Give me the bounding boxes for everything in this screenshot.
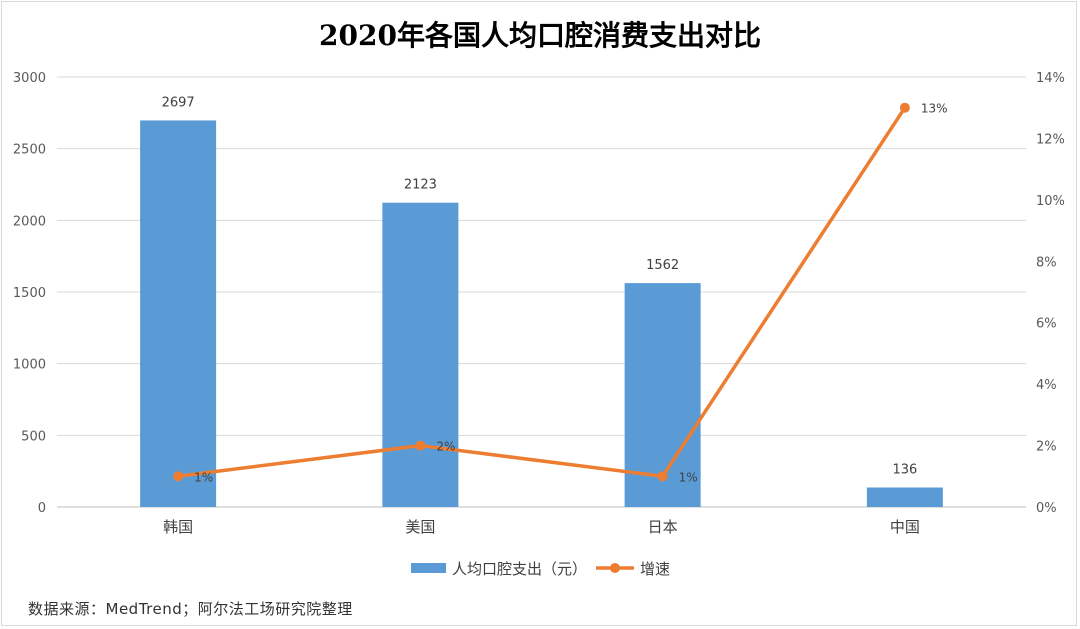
line-path (177, 106, 907, 479)
left-tick-label: 2500 (13, 143, 46, 158)
right-tick-label: 4% (1036, 378, 1057, 393)
bar-value-label: 2697 (162, 95, 195, 110)
line-point (657, 471, 668, 482)
line-series (173, 102, 910, 482)
left-tick-label: 500 (21, 429, 46, 444)
left-tick-label: 1000 (13, 358, 46, 373)
bar (624, 283, 701, 507)
bar (140, 120, 217, 508)
left-tick-label: 3000 (13, 71, 46, 86)
right-tick-label: 0% (1036, 501, 1057, 516)
legend: 人均口腔支出（元） 增速 (411, 560, 670, 578)
legend-label-bar: 人均口腔支出（元） (452, 560, 587, 578)
source-note: 数据来源：MedTrend；阿尔法工场研究院整理 (28, 600, 353, 618)
left-tick-label: 1500 (13, 286, 46, 301)
line-value-label: 2% (436, 440, 455, 454)
left-tick-label: 0 (38, 501, 46, 516)
right-tick-label: 14% (1036, 71, 1065, 86)
bar (866, 487, 943, 507)
bar-value-label: 2123 (404, 178, 437, 193)
right-tick-label: 6% (1036, 317, 1057, 332)
grid-lines (57, 76, 1026, 508)
right-tick-label: 8% (1036, 255, 1057, 270)
bar-data-labels: 2697 2123 1562 136 (162, 95, 918, 477)
legend-label-line: 增速 (640, 560, 670, 578)
right-tick-label: 12% (1036, 132, 1065, 147)
category-label: 日本 (648, 518, 678, 536)
line-point (415, 440, 426, 451)
category-label: 中国 (890, 518, 920, 536)
line-value-label: 1% (194, 470, 213, 484)
chart-title: 2020年各国人均口腔消费支出对比 (319, 19, 761, 52)
line-point (899, 102, 910, 113)
legend-swatch-marker (610, 563, 620, 573)
bar-series (140, 120, 943, 508)
left-tick-label: 2000 (13, 214, 46, 229)
category-label: 美国 (405, 518, 435, 536)
right-tick-label: 10% (1036, 194, 1065, 209)
legend-swatch-bar (411, 563, 446, 573)
bar (382, 202, 459, 507)
line-value-label: 13% (921, 102, 948, 116)
right-axis-ticks: 0% 2% 4% 6% 8% 10% 12% 14% (1036, 71, 1065, 516)
category-label: 韩国 (163, 518, 193, 536)
bar-value-label: 1562 (646, 258, 679, 273)
category-labels: 韩国 美国 日本 中国 (163, 518, 920, 536)
left-axis-ticks: 0 500 1000 1500 2000 2500 3000 (13, 71, 46, 516)
line-value-label: 1% (679, 470, 698, 484)
bar-value-label: 136 (892, 463, 917, 478)
line-point (173, 471, 184, 482)
right-tick-label: 2% (1036, 440, 1057, 455)
line-data-labels: 1% 2% 1% 13% (194, 102, 947, 485)
